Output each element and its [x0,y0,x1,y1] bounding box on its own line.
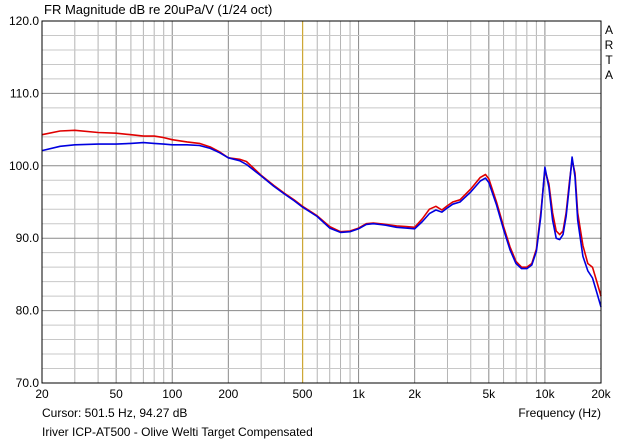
chart-title: FR Magnitude dB re 20uPa/V (1/24 oct) [44,2,272,17]
watermark-letter: T [605,53,613,67]
x-tick-labels: 20 50 100 200 500 1k 2k 5k 10k 20k [35,387,611,401]
y-tick-label: 110.0 [10,86,39,100]
y-tick-label: 120.0 [9,14,39,28]
x-tick-label: 500 [292,387,312,401]
x-tick-label: 200 [218,387,238,401]
series-line-2 [41,141,602,308]
chart-caption: Iriver ICP-AT500 - Olive Welti Target Co… [42,425,313,439]
watermark-letter: R [605,38,614,52]
watermark-letter: A [605,68,613,82]
x-tick-label: 2k [408,387,422,401]
series-line-1 [41,129,602,297]
series-lines [41,21,602,383]
y-tick-label: 90.0 [16,231,40,245]
y-tick-label: 80.0 [16,304,40,318]
plot-grid [42,21,601,383]
x-tick-label: 20 [35,387,49,401]
y-tick-label: 70.0 [16,376,40,390]
x-tick-label: 10k [535,387,555,401]
watermark-letter: A [605,23,613,37]
y-tick-label: 100.0 [9,159,39,173]
x-axis-label: Frequency (Hz) [518,406,601,420]
x-tick-label: 5k [482,387,496,401]
plot-frame [41,20,602,384]
x-tick-label: 50 [109,387,123,401]
x-tick-label: 1k [352,387,366,401]
y-tick-labels: 70.0 80.0 90.0 100.0 110.0 120.0 [9,14,39,390]
x-tick-label: 100 [162,387,182,401]
cursor-readout: Cursor: 501.5 Hz, 94.27 dB [42,406,187,420]
x-tick-label: 20k [591,387,611,401]
